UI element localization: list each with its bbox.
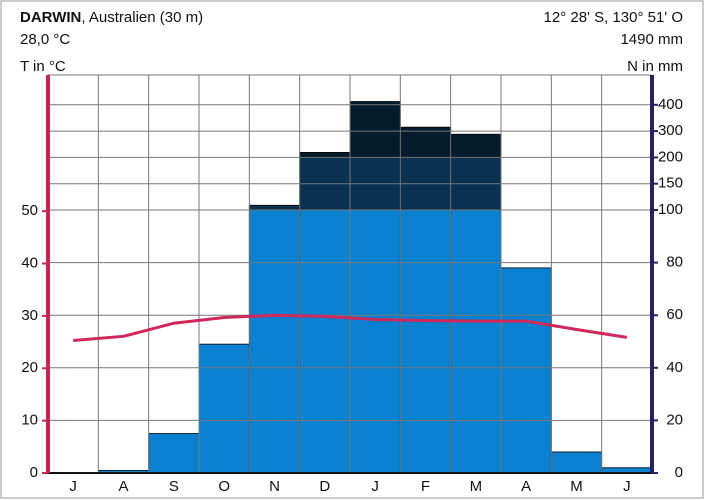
y2-tick-label: 60 xyxy=(666,306,683,323)
y2-tick-label: 300 xyxy=(658,122,683,139)
precipitation-bar xyxy=(148,433,200,474)
y-tick-label: 50 xyxy=(21,202,38,219)
y-tick-label: 40 xyxy=(21,254,38,271)
precipitation-bar xyxy=(450,209,502,474)
x-tick-label: J xyxy=(623,478,631,495)
precipitation-bar xyxy=(399,209,452,474)
precipitation-bar xyxy=(500,267,552,474)
precipitation-bar xyxy=(248,204,301,211)
precipitation-bar xyxy=(299,152,351,158)
precipitation-bar xyxy=(198,343,250,474)
y2-tick-label: 150 xyxy=(658,175,683,192)
coordinates: 12° 28' S, 130° 51' O xyxy=(544,9,683,26)
y2-tick-label: 100 xyxy=(658,201,683,218)
annual-precipitation: 1490 mm xyxy=(620,31,683,48)
y2-axis-label: N in mm xyxy=(627,58,683,75)
precipitation-bar xyxy=(550,451,603,474)
y2-tick-label: 400 xyxy=(658,96,683,113)
precipitation-bar xyxy=(349,101,401,158)
x-tick-label: J xyxy=(69,478,77,495)
y-axis-label: T in °C xyxy=(20,58,66,75)
x-tick-label: J xyxy=(371,478,379,495)
precipitation-bar xyxy=(399,126,452,158)
y-tick-label: 20 xyxy=(21,359,38,376)
temperature-line xyxy=(73,313,628,343)
x-tick-label: A xyxy=(118,478,128,495)
x-tick-label: M xyxy=(570,478,583,495)
x-tick-label: S xyxy=(169,478,179,495)
x-tick-label: A xyxy=(521,478,531,495)
x-tick-label: N xyxy=(269,478,280,495)
precipitation-bar xyxy=(349,209,401,474)
mean-temperature: 28,0 °C xyxy=(20,31,70,48)
x-tick-label: M xyxy=(470,478,483,495)
y2-tick-label: 0 xyxy=(675,464,683,481)
y2-tick-label: 20 xyxy=(666,411,683,428)
x-tick-label: F xyxy=(421,478,430,495)
header-line: DARWIN, Australien (30 m) xyxy=(20,9,203,26)
y-tick-label: 0 xyxy=(30,464,38,481)
y-tick-label: 10 xyxy=(21,412,38,429)
station: DARWIN xyxy=(20,9,81,26)
x-tick-label: O xyxy=(218,478,230,495)
location: , Australien (30 m) xyxy=(81,9,203,26)
y-tick-label: 30 xyxy=(21,307,38,324)
precipitation-bar xyxy=(299,209,351,474)
y2-tick-label: 200 xyxy=(658,148,683,165)
y2-tick-label: 80 xyxy=(666,254,683,271)
precipitation-bar xyxy=(248,209,301,474)
precipitation-bar xyxy=(450,133,502,158)
y2-tick-label: 40 xyxy=(666,359,683,376)
x-tick-label: D xyxy=(319,478,330,495)
